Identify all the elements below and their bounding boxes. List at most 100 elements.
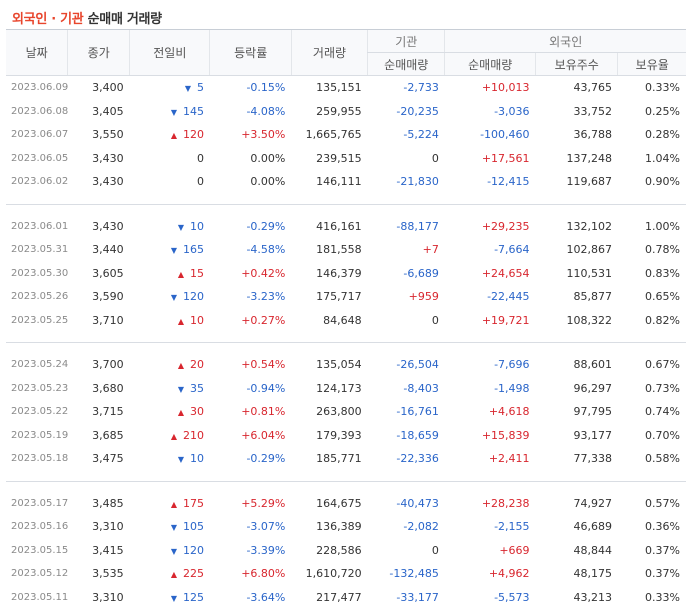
cell-inst-net: -132,485: [368, 562, 445, 586]
cell-date: 2023.06.02: [6, 170, 68, 194]
cell-foreign-net: +29,235: [445, 215, 536, 239]
cell-rate: +5.29%: [210, 492, 291, 516]
cell-close: 3,430: [68, 147, 130, 171]
col-holding: 보유주수: [536, 53, 618, 76]
cell-close: 3,485: [68, 492, 130, 516]
cell-foreign-net: -100,460: [445, 123, 536, 147]
up-arrow-icon: ▲: [171, 131, 177, 140]
group-foreign: 외국인: [445, 30, 686, 53]
cell-volume: 135,151: [291, 76, 367, 100]
cell-holding-rate: 0.33%: [618, 586, 686, 609]
cell-change: ▼35: [130, 377, 210, 401]
cell-close: 3,535: [68, 562, 130, 586]
cell-foreign-net: -22,445: [445, 285, 536, 309]
down-arrow-icon: ▼: [171, 594, 177, 603]
cell-inst-net: -33,177: [368, 586, 445, 609]
change-value: 10: [190, 452, 204, 465]
cell-date: 2023.05.15: [6, 539, 68, 563]
group-spacer: [6, 482, 686, 492]
change-value: 10: [190, 314, 204, 327]
down-arrow-icon: ▼: [171, 547, 177, 556]
cell-holding-rate: 0.36%: [618, 515, 686, 539]
cell-change: ▼105: [130, 515, 210, 539]
cell-inst-net: -6,689: [368, 262, 445, 286]
cell-volume: 228,586: [291, 539, 367, 563]
group-spacer: [6, 194, 686, 205]
cell-foreign-net: -1,498: [445, 377, 536, 401]
cell-holding: 48,175: [536, 562, 618, 586]
cell-date: 2023.05.18: [6, 447, 68, 471]
cell-holding: 74,927: [536, 492, 618, 516]
cell-rate: -0.15%: [210, 76, 291, 100]
cell-close: 3,550: [68, 123, 130, 147]
up-arrow-icon: ▲: [178, 270, 184, 279]
cell-close: 3,430: [68, 170, 130, 194]
cell-volume: 175,717: [291, 285, 367, 309]
up-arrow-icon: ▲: [178, 408, 184, 417]
cell-holding-rate: 0.90%: [618, 170, 686, 194]
cell-rate: +0.27%: [210, 309, 291, 333]
cell-inst-net: -8,403: [368, 377, 445, 401]
cell-holding-rate: 0.37%: [618, 539, 686, 563]
down-arrow-icon: ▼: [185, 84, 191, 93]
cell-inst-net: -5,224: [368, 123, 445, 147]
change-value: 15: [190, 267, 204, 280]
cell-holding-rate: 0.83%: [618, 262, 686, 286]
cell-rate: -3.39%: [210, 539, 291, 563]
cell-foreign-net: +10,013: [445, 76, 536, 100]
cell-holding: 85,877: [536, 285, 618, 309]
cell-volume: 263,800: [291, 400, 367, 424]
cell-inst-net: +7: [368, 238, 445, 262]
cell-inst-net: -21,830: [368, 170, 445, 194]
cell-holding-rate: 0.58%: [618, 447, 686, 471]
cell-holding: 48,844: [536, 539, 618, 563]
cell-inst-net: 0: [368, 309, 445, 333]
change-value: 0: [197, 175, 204, 188]
cell-close: 3,310: [68, 515, 130, 539]
cell-close: 3,405: [68, 100, 130, 124]
change-value: 5: [197, 81, 204, 94]
cell-date: 2023.05.23: [6, 377, 68, 401]
cell-inst-net: -18,659: [368, 424, 445, 448]
title-accent: 외국인 · 기관: [12, 12, 83, 27]
title-rest: 순매매 거래량: [88, 12, 162, 27]
cell-volume: 181,558: [291, 238, 367, 262]
cell-change: ▲175: [130, 492, 210, 516]
cell-holding-rate: 0.78%: [618, 238, 686, 262]
cell-holding: 119,687: [536, 170, 618, 194]
cell-date: 2023.05.31: [6, 238, 68, 262]
cell-change: ▼5: [130, 76, 210, 100]
cell-volume: 179,393: [291, 424, 367, 448]
up-arrow-icon: ▲: [171, 500, 177, 509]
cell-holding: 102,867: [536, 238, 618, 262]
cell-volume: 164,675: [291, 492, 367, 516]
cell-volume: 1,665,765: [291, 123, 367, 147]
cell-holding-rate: 0.65%: [618, 285, 686, 309]
down-arrow-icon: ▼: [178, 385, 184, 394]
cell-rate: +6.80%: [210, 562, 291, 586]
down-arrow-icon: ▼: [171, 293, 177, 302]
cell-close: 3,400: [68, 76, 130, 100]
cell-date: 2023.06.07: [6, 123, 68, 147]
group-spacer: [6, 343, 686, 353]
change-value: 20: [190, 358, 204, 371]
col-foreign-net: 순매매량: [445, 53, 536, 76]
panel-title: 외국인 · 기관 순매매 거래량: [12, 8, 162, 27]
cell-holding: 132,102: [536, 215, 618, 239]
col-change: 전일비: [130, 30, 210, 76]
cell-close: 3,475: [68, 447, 130, 471]
cell-change: ▲10: [130, 309, 210, 333]
cell-holding-rate: 0.37%: [618, 562, 686, 586]
cell-rate: 0.00%: [210, 147, 291, 171]
cell-inst-net: -20,235: [368, 100, 445, 124]
cell-holding-rate: 0.57%: [618, 492, 686, 516]
change-value: 145: [183, 105, 204, 118]
cell-holding-rate: 0.28%: [618, 123, 686, 147]
